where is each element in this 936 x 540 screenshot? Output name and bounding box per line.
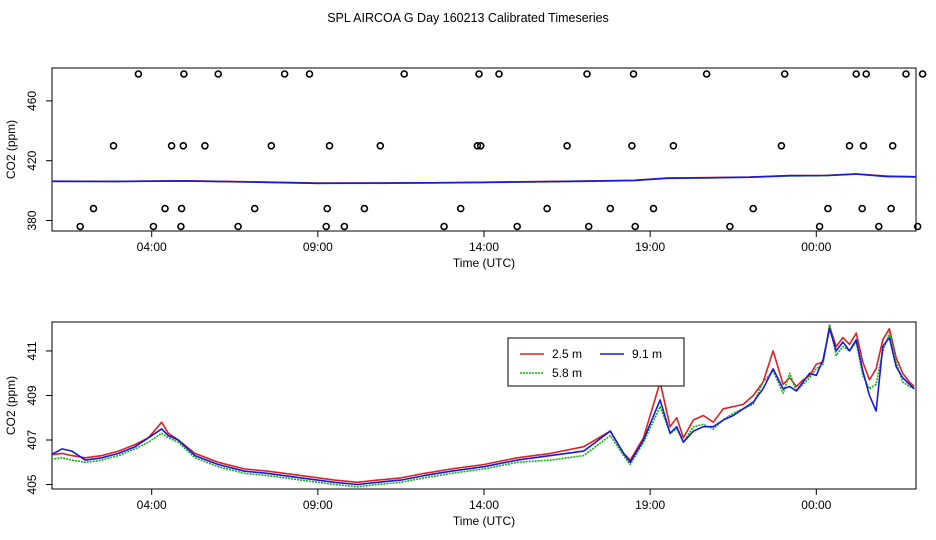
top-panel: 04:00 09:00 14:00 19:00 00:00 380 420 460 Time (… <box>4 67 927 270</box>
legend: 2.5 m 5.8 m 9.1 m <box>507 337 685 387</box>
calibration-point <box>180 70 188 78</box>
calibration-point <box>167 142 176 150</box>
x-tick-label: 19:00 <box>635 498 665 512</box>
calibration-point <box>109 142 118 150</box>
calibration-point <box>629 70 638 78</box>
calibration-point <box>859 142 868 150</box>
calibration-point <box>563 142 571 150</box>
x-tick-label: 14:00 <box>469 240 499 254</box>
calibration-point <box>749 204 758 213</box>
calibration-points <box>76 70 927 231</box>
calibration-point <box>473 142 482 150</box>
calibration-point <box>669 142 678 150</box>
calibration-point <box>305 70 314 78</box>
calibration-point <box>323 204 332 213</box>
calibration-point <box>543 204 551 213</box>
y-tick-label: 405 <box>25 474 39 494</box>
legend-box <box>507 337 685 387</box>
calibration-point <box>161 204 169 213</box>
calibration-point <box>280 70 289 78</box>
series-lines <box>52 173 916 185</box>
y-tick-label: 409 <box>25 385 39 405</box>
calibration-point <box>862 70 871 78</box>
calibration-point <box>606 204 615 213</box>
calibration-point <box>888 142 897 150</box>
legend-entry: 5.8 m <box>552 366 582 380</box>
y-axis-label: CO2 (ppm) <box>4 376 18 435</box>
legend-entry: 2.5 m <box>552 347 582 361</box>
calibration-point <box>495 70 503 78</box>
x-axis-label: Time (UTC) <box>453 514 515 528</box>
calibration-point <box>440 222 448 231</box>
calibration-point <box>777 142 786 150</box>
series-line-58m <box>52 323 915 488</box>
calibration-point <box>852 70 861 78</box>
calibration-point <box>134 70 143 78</box>
legend-entry: 9.1 m <box>632 347 662 361</box>
x-tick-label: 19:00 <box>635 240 665 254</box>
calibration-point <box>340 222 349 231</box>
calibration-point <box>702 70 711 78</box>
calibration-point <box>858 204 867 213</box>
x-tick-label: 09:00 <box>303 240 333 254</box>
calibration-point <box>824 204 832 213</box>
series-line-91m <box>52 327 915 486</box>
calibration-point <box>267 142 276 150</box>
series-lines <box>52 323 915 488</box>
bottom-panel: 04:00 09:00 14:00 19:00 00:00 405 407 409 411 Tim… <box>4 321 917 528</box>
calibration-point <box>360 204 369 213</box>
calibration-point <box>845 142 854 150</box>
x-tick-label: 04:00 <box>137 498 167 512</box>
series-line-25m <box>52 325 915 484</box>
calibration-point <box>89 204 98 213</box>
calibration-point <box>628 142 636 150</box>
calibration-point <box>322 222 331 231</box>
calibration-point <box>726 222 734 231</box>
x-axis-label: Time (UTC) <box>453 256 515 270</box>
calibration-point <box>250 204 259 213</box>
y-tick-label: 380 <box>25 210 39 230</box>
calibration-point <box>76 222 84 231</box>
calibration-point <box>376 142 385 150</box>
calibration-point <box>149 222 158 231</box>
calibration-point <box>887 204 895 213</box>
calibration-point <box>177 222 185 231</box>
calibration-point <box>583 70 591 78</box>
page-title: SPL AIRCOA G Day 160213 Calibrated Times… <box>327 11 609 25</box>
x-tick-label: 09:00 <box>303 498 333 512</box>
x-tick-label: 00:00 <box>801 498 831 512</box>
x-tick-label: 04:00 <box>137 240 167 254</box>
calibration-point <box>815 222 824 231</box>
series-line-91m <box>52 173 916 185</box>
calibration-point <box>913 222 922 231</box>
y-axis-label: CO2 (ppm) <box>4 120 18 179</box>
calibration-point <box>874 222 883 231</box>
calibration-point <box>631 222 640 231</box>
y-tick-label: 411 <box>25 341 39 360</box>
calibration-point <box>214 70 222 78</box>
calibration-point <box>584 222 593 231</box>
calibration-point <box>201 142 209 150</box>
calibration-point <box>177 204 186 213</box>
calibration-point <box>649 204 658 213</box>
calibration-point <box>918 70 927 78</box>
calibration-point <box>179 142 188 150</box>
calibration-point <box>325 142 334 150</box>
calibration-point <box>456 204 465 213</box>
calibration-point <box>475 70 483 78</box>
plot-frame <box>51 67 917 232</box>
calibration-point <box>400 70 409 78</box>
y-tick-label: 460 <box>25 91 39 111</box>
calibration-point <box>902 70 910 78</box>
y-tick-label: 420 <box>25 150 39 170</box>
y-tick-label: 407 <box>25 430 39 450</box>
calibration-point <box>513 222 522 231</box>
calibration-point <box>476 142 485 150</box>
x-tick-label: 14:00 <box>469 498 499 512</box>
calibration-point <box>234 222 242 231</box>
x-tick-label: 00:00 <box>801 240 831 254</box>
calibration-point <box>780 70 789 78</box>
